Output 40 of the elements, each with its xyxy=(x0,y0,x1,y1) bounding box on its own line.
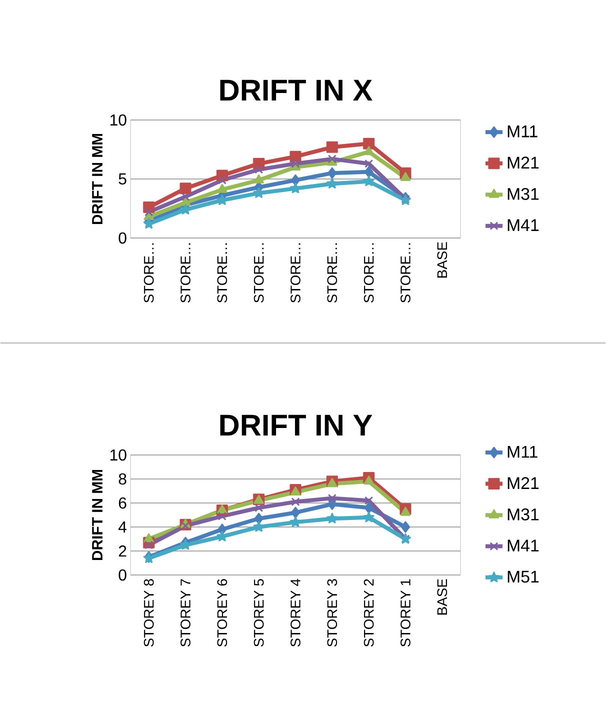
x-tick-label: STOREY 3 xyxy=(327,579,338,647)
x-tick-label: STOREY 1 xyxy=(400,579,410,647)
y-tick-label: 0 xyxy=(118,569,126,581)
x-tick-label: STOREY 4 xyxy=(290,578,300,647)
y-tick-label: 5 xyxy=(118,173,126,185)
y-axis-title: DRIFT IN MM xyxy=(92,470,102,560)
x-tick-label: BASE xyxy=(437,242,448,278)
legend-label: M21 xyxy=(508,477,539,489)
legend-label: M41 xyxy=(508,219,539,231)
legend-label: M31 xyxy=(508,508,539,520)
legend-label: M31 xyxy=(508,188,539,200)
x-tick-label: STOREY 7 xyxy=(180,579,190,647)
x-tick-label: STORE… xyxy=(290,243,300,303)
y-tick-label: 10 xyxy=(110,114,126,126)
y-tick-label: 8 xyxy=(118,473,126,485)
x-tick-label: STOREY 8 xyxy=(144,579,154,647)
legend-label: M51 xyxy=(508,570,539,583)
x-tick-label: STORE… xyxy=(180,243,190,303)
legend-label: M11 xyxy=(508,446,538,458)
chart-title: DRIFT IN Y xyxy=(220,414,372,436)
x-tick-label: STORE… xyxy=(327,243,338,303)
chart-title: DRIFT IN X xyxy=(220,80,372,100)
x-tick-label: STOREY 6 xyxy=(217,579,228,647)
legend-label: M21 xyxy=(508,156,539,169)
x-tick-label: STORE… xyxy=(217,243,228,303)
legend-label: M41 xyxy=(508,540,539,552)
y-axis-title: DRIFT IN MM xyxy=(92,134,102,224)
y-tick-label: 2 xyxy=(118,545,126,557)
x-tick-label: STOREY 5 xyxy=(254,579,264,647)
x-tick-label: STORE… xyxy=(254,243,264,303)
legend-label: M11 xyxy=(508,126,538,138)
x-tick-label: STORE… xyxy=(144,243,154,303)
y-tick-label: 10 xyxy=(110,449,126,461)
y-tick-label: 6 xyxy=(118,497,126,509)
x-tick-label: BASE xyxy=(437,579,448,615)
x-tick-label: STOREY 2 xyxy=(364,579,374,647)
x-tick-label: STORE… xyxy=(364,243,374,303)
x-tick-label: STORE… xyxy=(400,243,410,303)
y-tick-label: 0 xyxy=(118,232,126,244)
y-tick-label: 4 xyxy=(118,522,127,532)
